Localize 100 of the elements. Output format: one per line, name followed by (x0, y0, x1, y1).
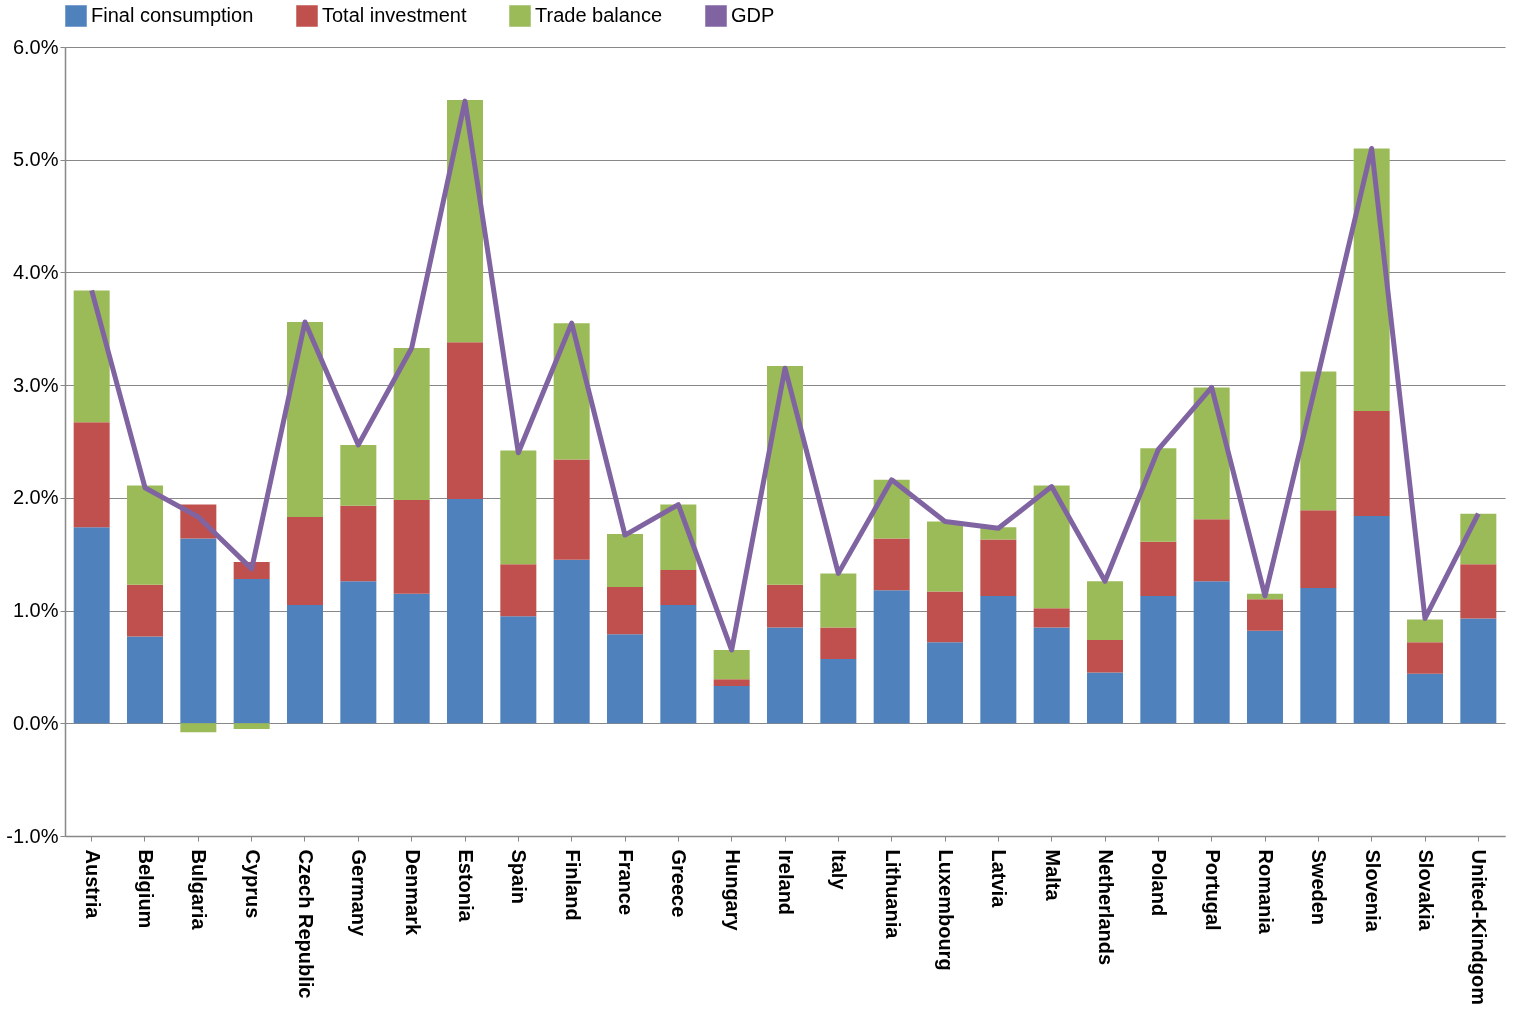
legend-label: GDP (731, 4, 775, 26)
bar (233, 579, 270, 724)
bar (1033, 627, 1070, 724)
x-tick-label: Czech Republic (295, 849, 317, 999)
x-tick-label: Spain (508, 849, 531, 904)
bar (1247, 630, 1283, 724)
x-tick-label: Estonia (455, 849, 477, 923)
bar (980, 539, 1017, 596)
bar (553, 459, 590, 560)
bar (820, 627, 857, 660)
bar (1407, 642, 1443, 674)
bar (767, 584, 803, 628)
x-tick-label: Malta (1041, 849, 1064, 902)
bar (500, 450, 537, 565)
legend-label: Total investment (322, 4, 467, 26)
x-tick-label: Poland (1148, 849, 1171, 917)
x-tick-label: Cyprus (241, 849, 264, 919)
x-tick-label: Belgium (135, 849, 157, 929)
bar (340, 444, 377, 506)
bar (1353, 515, 1390, 724)
x-tick-label: Finland (561, 849, 584, 921)
x-tick-label: Italy (828, 849, 851, 891)
y-tick-label: 0.0% (12, 711, 59, 734)
bar (713, 679, 750, 687)
x-tick-label: Romania (1255, 849, 1277, 935)
bar (927, 591, 963, 643)
y-tick-label: -1.0% (6, 824, 59, 847)
y-tick-label: 3.0% (12, 373, 59, 396)
bar (767, 627, 803, 724)
bar (233, 723, 270, 729)
bar (180, 723, 217, 733)
bar (1087, 672, 1123, 724)
bar (1140, 448, 1177, 542)
bar (500, 564, 537, 617)
bar (713, 686, 750, 724)
y-tick-label: 6.0% (12, 35, 59, 58)
bar (1193, 581, 1230, 724)
bar (1300, 371, 1337, 511)
x-tick-label: Lithuania (881, 849, 904, 940)
bar (447, 498, 483, 724)
bar (127, 636, 163, 724)
bar (340, 581, 377, 724)
bar (287, 604, 323, 724)
bar (1300, 588, 1337, 724)
bar (1460, 564, 1497, 619)
bar (500, 616, 537, 724)
x-tick-label: Austria (81, 849, 104, 920)
bar (1033, 485, 1070, 609)
x-tick-label: United-Kindgom (1468, 849, 1491, 1006)
bar (1033, 608, 1070, 628)
bar (820, 573, 857, 628)
legend-label: Trade balance (535, 4, 663, 26)
bar (340, 505, 377, 582)
bar (607, 586, 643, 635)
bar (1087, 639, 1123, 673)
bar (1460, 618, 1497, 724)
bar (713, 650, 750, 680)
bar (927, 521, 963, 592)
legend-label: Final consumption (91, 4, 254, 26)
bar (873, 538, 910, 591)
bar (1300, 510, 1337, 589)
x-tick-label: Ireland (775, 849, 797, 916)
bar (980, 595, 1017, 724)
y-tick-label: 1.0% (12, 599, 59, 622)
x-tick-label: Hungary (721, 849, 744, 932)
bar (1193, 519, 1230, 582)
bar (73, 422, 110, 528)
bar (180, 538, 217, 724)
bar (393, 347, 430, 501)
y-tick-label: 5.0% (12, 148, 59, 171)
bar (1140, 595, 1177, 724)
bar (447, 342, 483, 499)
bar (73, 290, 110, 423)
x-tick-label: Germany (348, 849, 371, 938)
bar (393, 593, 430, 724)
bar (607, 634, 643, 724)
x-tick-label: Slovenia (1361, 849, 1384, 933)
bar (1140, 541, 1177, 596)
bar (660, 569, 697, 605)
y-tick-label: 2.0% (12, 486, 59, 509)
bar (287, 322, 323, 518)
bar (1247, 599, 1283, 631)
x-tick-label: Slovakia (1415, 849, 1437, 932)
x-tick-label: Sweden (1308, 849, 1331, 926)
bar (927, 642, 963, 724)
bar (1087, 581, 1123, 640)
bar (660, 604, 697, 724)
bar (73, 527, 110, 724)
y-tick-label: 4.0% (12, 260, 59, 283)
x-tick-label: Portugal (1201, 849, 1224, 931)
x-tick-label: Greece (668, 849, 691, 918)
bar (127, 584, 163, 637)
bar (553, 559, 590, 724)
x-tick-label: Luxembourg (935, 849, 957, 971)
bar (820, 659, 857, 724)
x-tick-label: Bulgaria (188, 849, 211, 931)
x-tick-label: Netherlands (1095, 849, 1117, 966)
bar (873, 590, 910, 724)
x-tick-label: Denmark (401, 849, 424, 936)
bar (127, 485, 163, 585)
